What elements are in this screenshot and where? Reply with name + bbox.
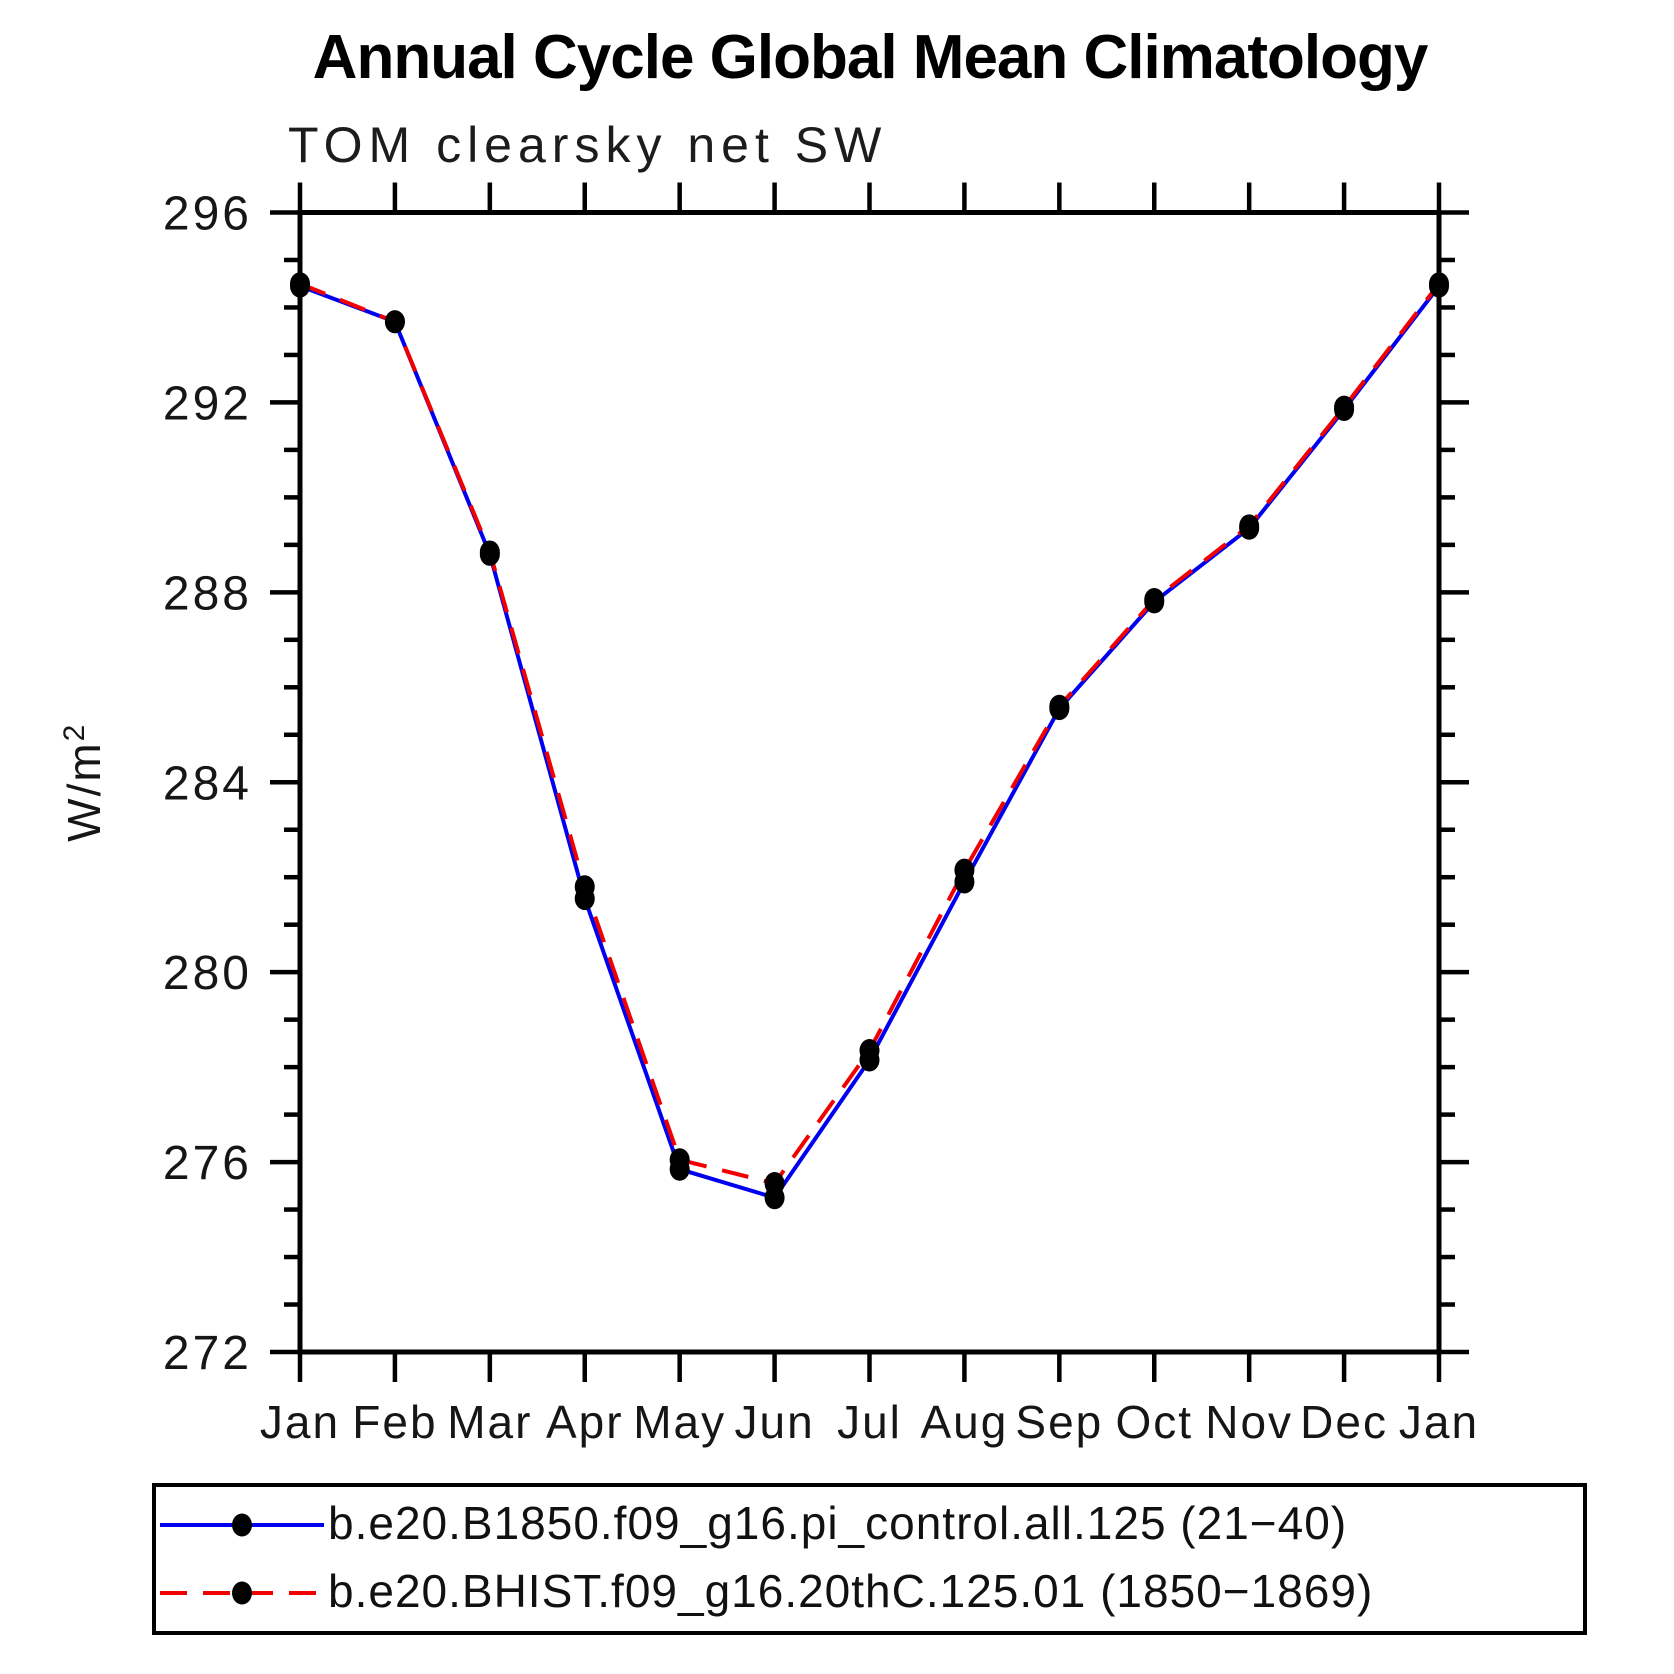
data-point-marker <box>290 272 310 296</box>
data-point-marker <box>1429 272 1449 296</box>
legend-label-hist: b.e20.BHIST.f09_g16.20thC.125.01 (1850−1… <box>328 1565 1374 1618</box>
data-point-marker <box>1144 587 1165 611</box>
x-tick-label: Sep <box>1015 1396 1103 1448</box>
legend-item-control: b.e20.B1850.f09_g16.pi_control.all.125 (… <box>156 1494 1583 1556</box>
chart-subtitle: TOM clearsky net SW <box>288 117 888 173</box>
legend-line-dashed-red-icon <box>160 1581 324 1605</box>
data-point-marker <box>954 858 975 882</box>
data-point-marker <box>574 875 595 899</box>
x-tick-label: May <box>633 1396 726 1448</box>
legend-label-control: b.e20.B1850.f09_g16.pi_control.all.125 (… <box>328 1496 1348 1549</box>
x-tick-label: Oct <box>1115 1396 1193 1448</box>
legend-sample-marker <box>232 1581 252 1605</box>
data-point-marker <box>1239 514 1260 538</box>
y-tick-label: 296 <box>163 188 252 241</box>
y-tick-label: 284 <box>163 757 252 810</box>
x-tick-label: Nov <box>1205 1396 1293 1448</box>
data-point-marker <box>764 1171 785 1195</box>
plot-frame <box>297 210 1442 1355</box>
legend-line-solid-blue-icon <box>160 1513 324 1537</box>
x-tick-label: Dec <box>1300 1396 1388 1448</box>
legend-item-hist: b.e20.BHIST.f09_g16.20thC.125.01 (1850−1… <box>156 1562 1583 1624</box>
y-tick-label: 288 <box>163 567 252 620</box>
x-tick-label: Jan <box>1399 1396 1479 1448</box>
chart-title: Annual Cycle Global Mean Climatology <box>312 23 1429 92</box>
x-tick-label: Feb <box>352 1396 437 1448</box>
legend-sample-marker <box>232 1513 252 1537</box>
data-point-marker <box>859 1039 880 1063</box>
data-point-marker <box>384 310 405 334</box>
y-tick-label: 276 <box>163 1137 252 1190</box>
data-point-marker <box>479 540 500 564</box>
x-tick-label: Aug <box>920 1396 1008 1448</box>
y-tick-label: 280 <box>163 947 252 1000</box>
legend: b.e20.B1850.f09_g16.pi_control.all.125 (… <box>152 1483 1587 1635</box>
y-tick-label: 292 <box>163 377 252 430</box>
x-tick-label: Jan <box>260 1396 340 1448</box>
y-axis-label: W/m2 <box>58 723 110 842</box>
data-point-marker <box>1049 694 1070 718</box>
data-point-marker <box>669 1148 690 1172</box>
data-point-marker <box>1334 395 1355 419</box>
x-tick-label: Jul <box>837 1396 902 1448</box>
x-tick-label: Apr <box>546 1396 624 1448</box>
x-tick-label: Mar <box>447 1396 532 1448</box>
y-tick-label: 272 <box>163 1327 252 1380</box>
x-tick-label: Jun <box>734 1396 814 1448</box>
